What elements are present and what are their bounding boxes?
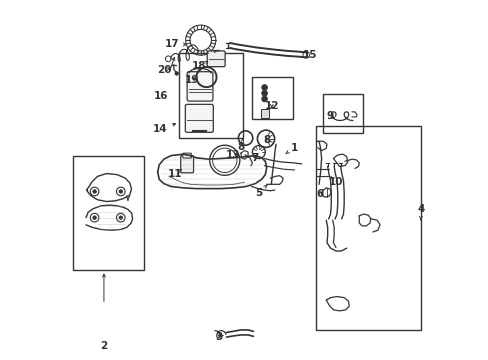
Text: 1: 1 [290,143,297,153]
Circle shape [93,190,96,193]
FancyBboxPatch shape [207,51,224,67]
Circle shape [261,96,267,102]
Text: 12: 12 [264,102,279,112]
Text: 15: 15 [303,50,317,60]
Circle shape [261,90,267,96]
Text: 13: 13 [225,150,240,160]
Circle shape [175,72,178,75]
Text: 7: 7 [250,153,258,163]
Circle shape [261,85,267,90]
Text: 8: 8 [263,135,270,145]
FancyBboxPatch shape [183,153,191,158]
Text: 8: 8 [237,142,244,152]
Text: 11: 11 [167,168,182,179]
Bar [260,109,268,118]
FancyBboxPatch shape [187,72,212,101]
Bar [251,77,292,119]
Text: 20: 20 [157,64,171,75]
FancyBboxPatch shape [185,104,213,132]
Bar [316,126,420,330]
Text: 6: 6 [316,189,323,199]
Text: 9: 9 [325,111,333,121]
Text: 4: 4 [416,204,424,215]
Text: 16: 16 [154,91,168,101]
Text: 3: 3 [215,332,222,342]
Bar [179,53,243,138]
Bar [73,156,144,270]
FancyBboxPatch shape [180,156,193,173]
Text: 19: 19 [184,75,199,85]
Text: 14: 14 [152,124,167,134]
Text: 18: 18 [192,61,206,71]
Bar [323,94,362,133]
Text: 17: 17 [164,40,179,49]
Circle shape [119,190,122,193]
Text: 10: 10 [328,177,343,187]
Circle shape [119,216,122,220]
Text: 2: 2 [100,341,107,351]
Circle shape [93,216,96,220]
Text: 5: 5 [255,188,262,198]
